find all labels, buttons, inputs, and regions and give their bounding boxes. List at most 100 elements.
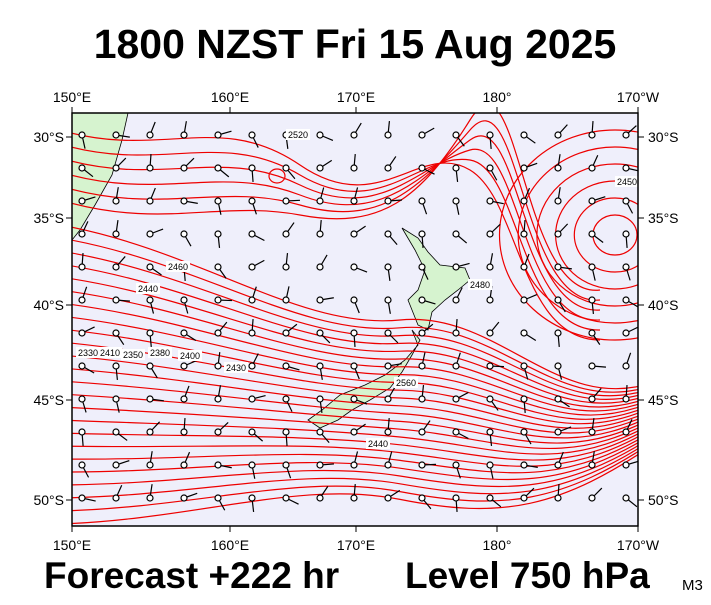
barb-station — [113, 264, 119, 270]
barb-station — [487, 495, 493, 501]
barb-station — [419, 396, 425, 402]
lon-label: 170°E — [337, 537, 375, 553]
barb-station — [555, 363, 561, 369]
contour-label: 2560 — [396, 378, 416, 388]
barb-station — [589, 297, 595, 303]
barb-station — [555, 495, 561, 501]
barb-station — [215, 165, 221, 171]
barb-station — [419, 297, 425, 303]
barb-station — [147, 363, 153, 369]
barb-station — [79, 132, 85, 138]
lon-label: 160°E — [211, 537, 249, 553]
barb-station — [79, 462, 85, 468]
barb-station — [113, 231, 119, 237]
barb-station — [385, 165, 391, 171]
barb-station — [419, 231, 425, 237]
model-code: M3 — [682, 577, 703, 594]
barb-station — [623, 363, 629, 369]
lat-label: 50°S — [33, 492, 64, 508]
barb-station — [317, 330, 323, 336]
lon-label: 170°E — [337, 89, 375, 105]
barb-station — [487, 264, 493, 270]
barb-station — [317, 495, 323, 501]
barb-station — [385, 462, 391, 468]
barb-station — [317, 132, 323, 138]
barb-station — [283, 264, 289, 270]
contour-label: 2450 — [617, 177, 637, 187]
barb-station — [453, 297, 459, 303]
barb-station — [317, 264, 323, 270]
barb-station — [453, 396, 459, 402]
barb-station — [113, 462, 119, 468]
barb-station — [79, 297, 85, 303]
barb-station — [283, 330, 289, 336]
lon-label: 180° — [483, 537, 512, 553]
title: 1800 NZST Fri 15 Aug 2025 — [94, 21, 617, 67]
barb-station — [249, 330, 255, 336]
barb-station — [589, 495, 595, 501]
barb-station — [419, 363, 425, 369]
barb-station — [623, 231, 629, 237]
barb-station — [419, 264, 425, 270]
barb-station — [351, 363, 357, 369]
barb-station — [79, 495, 85, 501]
contour-label: 2430 — [226, 363, 246, 373]
barb-station — [181, 231, 187, 237]
barb-station — [453, 198, 459, 204]
lat-label: 30°S — [648, 129, 679, 145]
barb-station — [113, 363, 119, 369]
barb-station — [215, 330, 221, 336]
barb-station — [249, 165, 255, 171]
barb-station — [147, 495, 153, 501]
barb-station — [147, 396, 153, 402]
lat-label: 30°S — [33, 129, 64, 145]
barb-station — [317, 231, 323, 237]
barb-station — [487, 429, 493, 435]
barb-station — [215, 495, 221, 501]
barb-station — [385, 495, 391, 501]
barb-station — [79, 231, 85, 237]
barb-station — [249, 231, 255, 237]
barb-station — [521, 330, 527, 336]
barb-station — [589, 363, 595, 369]
barb-station — [147, 198, 153, 204]
barb-station — [419, 330, 425, 336]
barb-station — [521, 165, 527, 171]
lon-label: 160°E — [211, 89, 249, 105]
barb-station — [385, 231, 391, 237]
barb-station — [147, 462, 153, 468]
lat-label: 45°S — [33, 392, 64, 408]
barb-station — [419, 198, 425, 204]
barb-station — [487, 363, 493, 369]
barb-station — [113, 429, 119, 435]
contour-label: 2440 — [138, 284, 158, 294]
barb-station — [419, 132, 425, 138]
barb-station — [181, 330, 187, 336]
barb-station — [215, 363, 221, 369]
lat-label: 50°S — [648, 492, 679, 508]
lon-label: 150°E — [53, 537, 91, 553]
barb-station — [215, 198, 221, 204]
barb-station — [487, 396, 493, 402]
barb-station — [215, 396, 221, 402]
barb-station — [521, 363, 527, 369]
barb-station — [555, 462, 561, 468]
barb-station — [453, 429, 459, 435]
barb-station — [521, 462, 527, 468]
barb-station — [453, 165, 459, 171]
barb-station — [351, 330, 357, 336]
lat-label: 45°S — [648, 392, 679, 408]
barb-station — [623, 330, 629, 336]
contour-label: 2400 — [180, 351, 200, 361]
barb-station — [147, 132, 153, 138]
lon-label: 180° — [483, 89, 512, 105]
barb-station — [147, 264, 153, 270]
barb-station — [589, 165, 595, 171]
barb-station — [385, 297, 391, 303]
barb-station — [555, 297, 561, 303]
barb-station — [181, 429, 187, 435]
barb-station — [623, 132, 629, 138]
lat-label: 35°S — [33, 210, 64, 226]
barb-station — [147, 297, 153, 303]
contour-label: 2350 — [123, 350, 143, 360]
